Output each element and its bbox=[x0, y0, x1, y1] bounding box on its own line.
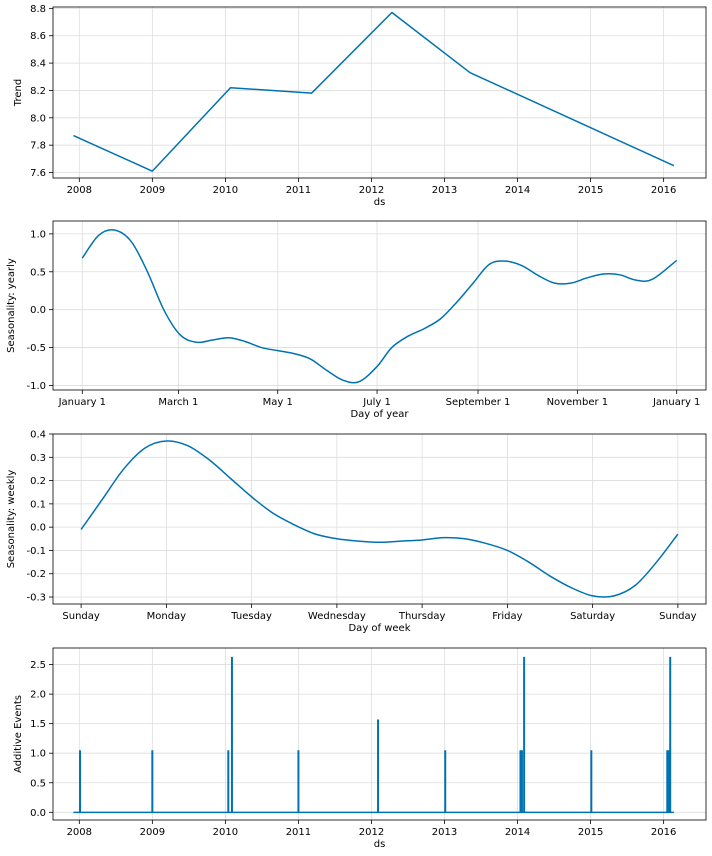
y-tick-label: 0.5 bbox=[30, 267, 46, 278]
x-tick-label: Thursday bbox=[398, 611, 446, 622]
x-tick-label: 2012 bbox=[359, 827, 384, 838]
axes-frame bbox=[52, 220, 707, 391]
x-tick-label: 2011 bbox=[286, 185, 311, 196]
y-tick-label: 0.1 bbox=[30, 499, 46, 510]
x-tick-label: January 1 bbox=[58, 397, 106, 408]
y-tick-label: 0.0 bbox=[30, 808, 46, 819]
series-line bbox=[80, 440, 679, 598]
x-axis-label: Day of week bbox=[348, 623, 410, 634]
x-tick-label: Sunday bbox=[62, 611, 99, 622]
y-tick-label: 1.5 bbox=[30, 719, 46, 730]
y-tick-label: 8.8 bbox=[30, 4, 46, 15]
x-axis-label: ds bbox=[374, 197, 386, 208]
x-tick-label: 2012 bbox=[359, 185, 384, 196]
y-tick-label: 0.3 bbox=[30, 453, 46, 464]
x-tick-label: Sunday bbox=[659, 611, 696, 622]
y-tick-label: 8.6 bbox=[30, 31, 46, 42]
y-tick-label: 1.0 bbox=[30, 749, 46, 760]
x-tick-label: 2015 bbox=[578, 185, 603, 196]
x-tick-label: July 1 bbox=[362, 397, 391, 408]
y-tick-label: -0.2 bbox=[26, 569, 46, 580]
y-tick-label: 7.6 bbox=[30, 168, 46, 179]
y-tick-label: -0.3 bbox=[26, 593, 46, 604]
x-tick-label: 2013 bbox=[432, 827, 457, 838]
y-axis-label: Trend bbox=[13, 79, 24, 107]
x-tick-label: Saturday bbox=[570, 611, 615, 622]
x-tick-label: 2009 bbox=[140, 185, 165, 196]
x-tick-label: 2011 bbox=[286, 827, 311, 838]
y-tick-label: 2.0 bbox=[30, 690, 46, 701]
axes-frame bbox=[52, 433, 707, 605]
y-tick-label: -0.1 bbox=[26, 546, 46, 557]
y-tick-label: 0.0 bbox=[30, 523, 46, 534]
x-tick-label: Monday bbox=[147, 611, 187, 622]
y-tick-label: 1.0 bbox=[30, 229, 46, 240]
y-tick-label: 0.4 bbox=[30, 430, 46, 441]
x-tick-label: May 1 bbox=[263, 397, 293, 408]
axes-frame bbox=[52, 647, 707, 821]
x-tick-label: March 1 bbox=[158, 397, 198, 408]
y-axis-label: Seasonality: yearly bbox=[6, 258, 17, 353]
x-tick-label: 2009 bbox=[140, 827, 165, 838]
y-tick-label: 8.2 bbox=[30, 86, 46, 97]
y-tick-label: 0.2 bbox=[30, 476, 46, 487]
x-tick-label: January 1 bbox=[652, 397, 700, 408]
x-tick-label: 2015 bbox=[578, 827, 603, 838]
series-line bbox=[81, 229, 678, 384]
x-tick-label: 2014 bbox=[505, 185, 530, 196]
x-tick-label: 2008 bbox=[67, 827, 92, 838]
x-tick-label: 2010 bbox=[213, 185, 238, 196]
subplot-2: January 1 March 1 May 1 July 1 September 1 No… bbox=[6, 220, 707, 420]
series-line bbox=[73, 11, 675, 172]
subplot-3: Sunday Monday Tuesday Wednesday Thursday Frid… bbox=[6, 430, 707, 634]
subplot-4: 2008 2009 2010 2011 2012 2013 2014 2015 2016 0.0 0… bbox=[13, 647, 707, 850]
x-tick-label: Wednesday bbox=[308, 611, 366, 622]
x-tick-label: November 1 bbox=[547, 397, 609, 408]
x-tick-label: 2008 bbox=[67, 185, 92, 196]
x-tick-label: Tuesday bbox=[230, 611, 272, 622]
y-axis-label: Seasonality: weekly bbox=[6, 470, 17, 569]
y-tick-label: 7.8 bbox=[30, 141, 46, 152]
axes-frame bbox=[52, 6, 707, 179]
x-tick-label: Friday bbox=[492, 611, 522, 622]
x-tick-label: 2016 bbox=[651, 185, 676, 196]
x-axis-label: ds bbox=[374, 839, 386, 850]
y-tick-label: 8.0 bbox=[30, 113, 46, 124]
y-tick-label: 0.0 bbox=[30, 305, 46, 316]
y-tick-label: 8.4 bbox=[30, 59, 46, 70]
x-axis-label: Day of year bbox=[350, 409, 409, 420]
x-tick-label: 2016 bbox=[651, 827, 676, 838]
y-tick-label: 0.5 bbox=[30, 778, 46, 789]
y-axis-label: Additive Events bbox=[13, 695, 24, 773]
x-tick-label: 2010 bbox=[213, 827, 238, 838]
subplot-1: 2008 2009 2010 2011 2012 2013 2014 2015 2016 7.6 7… bbox=[13, 4, 707, 208]
y-tick-label: -1.0 bbox=[26, 381, 46, 392]
y-tick-label: 2.5 bbox=[30, 660, 46, 671]
y-tick-label: -0.5 bbox=[26, 343, 46, 354]
x-tick-label: 2013 bbox=[432, 185, 457, 196]
x-tick-label: 2014 bbox=[505, 827, 530, 838]
x-tick-label: September 1 bbox=[446, 397, 511, 408]
